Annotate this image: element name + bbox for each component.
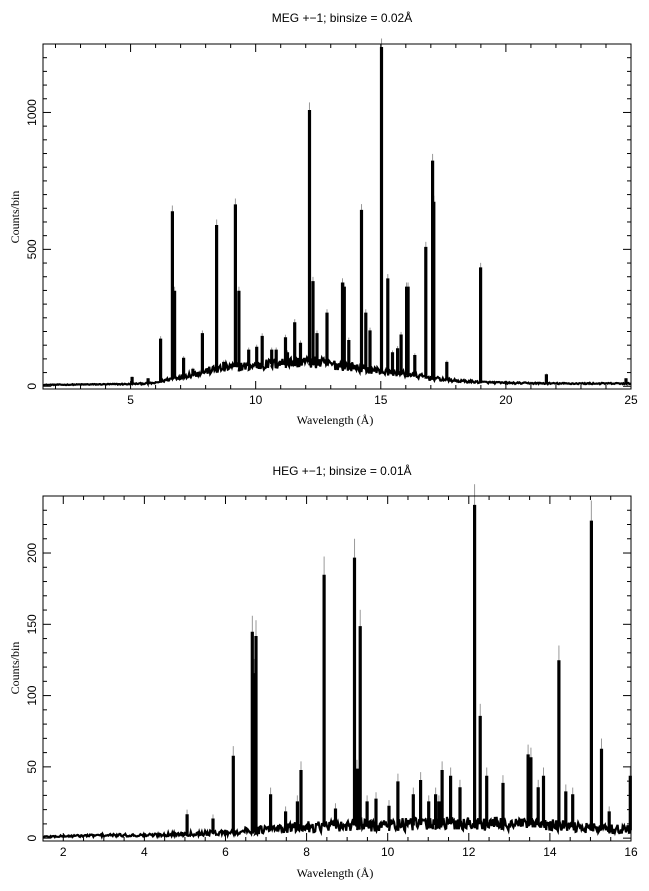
meg-plot-frame	[42, 43, 632, 390]
heg-spectrum-panel: HEG +−1; binsize = 0.01Å 2 4 6 8 10 12 14 16 0 5…	[8, 463, 638, 880]
heg-chart-title: HEG +−1; binsize = 0.01Å	[272, 463, 411, 478]
heg-y-tick-label: 150	[25, 614, 39, 634]
meg-y-tick-label: 1000	[25, 99, 39, 126]
heg-x-tick-label: 6	[222, 845, 229, 859]
heg-y-axis-label: Counts/bin	[8, 642, 22, 695]
heg-y-tick-label: 100	[25, 685, 39, 705]
heg-y-tick-label: 200	[25, 543, 39, 563]
heg-y-axis: 0 50 100 150 200	[25, 495, 631, 841]
meg-y-axis-label: Counts/bin	[8, 191, 22, 244]
meg-chart-title: MEG +−1; binsize = 0.02Å	[272, 10, 412, 25]
heg-x-tick-label: 16	[624, 845, 638, 859]
heg-spectrum-line	[42, 504, 632, 840]
heg-plot-frame	[42, 495, 632, 842]
heg-x-tick-label: 14	[543, 845, 557, 859]
heg-x-tick-label: 8	[303, 845, 310, 859]
meg-y-tick-label: 0	[25, 383, 39, 390]
meg-spectrum-line	[43, 47, 632, 388]
meg-x-tick-label: 5	[127, 393, 134, 407]
meg-error-bars	[131, 38, 627, 381]
heg-x-tick-label: 4	[141, 845, 148, 859]
heg-x-axis: 2 4 6 8 10 12 14 16	[42, 496, 638, 859]
meg-x-axis-label: Wavelength (Å)	[297, 413, 374, 427]
meg-y-axis: 0 500 1000	[25, 43, 631, 390]
heg-x-axis-label: Wavelength (Å)	[297, 866, 374, 880]
heg-x-tick-label: 2	[60, 845, 67, 859]
heg-x-tick-label: 10	[381, 845, 395, 859]
heg-y-tick-label: 0	[25, 834, 39, 841]
meg-x-tick-label: 20	[499, 393, 513, 407]
meg-x-tick-label: 10	[249, 393, 263, 407]
meg-x-tick-label: 15	[374, 393, 388, 407]
heg-x-tick-label: 12	[462, 845, 476, 859]
meg-x-axis: 5 10 15 20 25	[55, 44, 638, 407]
meg-spectrum-panel: MEG +−1; binsize = 0.02Å 5 10 15 20 25 0 500 1…	[8, 10, 638, 427]
meg-x-tick-label: 25	[624, 393, 638, 407]
heg-y-tick-label: 50	[25, 760, 39, 774]
meg-y-tick-label: 500	[25, 239, 39, 259]
